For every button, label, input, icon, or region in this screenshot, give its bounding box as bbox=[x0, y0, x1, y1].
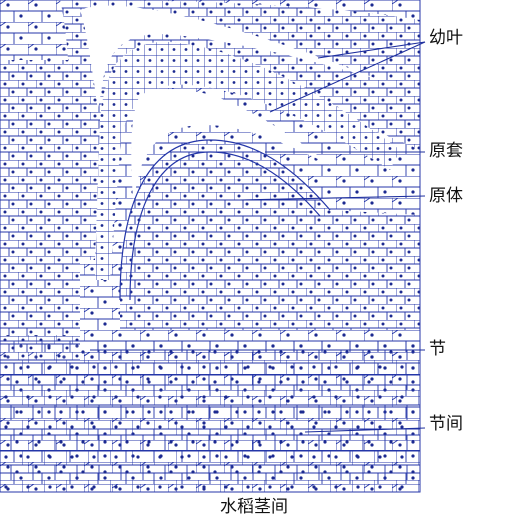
tissue-section bbox=[0, 0, 420, 492]
figure-caption: 水稻茎间 bbox=[220, 497, 288, 517]
leader-corpus bbox=[239, 195, 426, 201]
label-tunica: 原套 bbox=[429, 141, 463, 161]
tissue-border bbox=[0, 0, 421, 493]
left-cortex-cells bbox=[0, 60, 80, 360]
label-corpus: 原体 bbox=[429, 186, 463, 206]
label-internode: 节间 bbox=[429, 414, 463, 434]
tunica-layer bbox=[119, 139, 331, 301]
tunica-inner-boundary bbox=[129, 151, 321, 301]
node-region bbox=[0, 335, 420, 375]
leader-lines bbox=[90, 41, 426, 433]
outer-cavity bbox=[80, 5, 380, 110]
corpus-cells bbox=[120, 140, 420, 330]
leader-young-leaf-2 bbox=[269, 41, 426, 113]
leader-young-leaf-1 bbox=[317, 41, 426, 59]
label-node: 节 bbox=[429, 339, 446, 359]
inner-cavity bbox=[131, 88, 330, 200]
young-leaf-cells bbox=[95, 41, 400, 280]
label-young-leaf: 幼叶 bbox=[429, 28, 463, 48]
leader-internode bbox=[304, 427, 426, 433]
